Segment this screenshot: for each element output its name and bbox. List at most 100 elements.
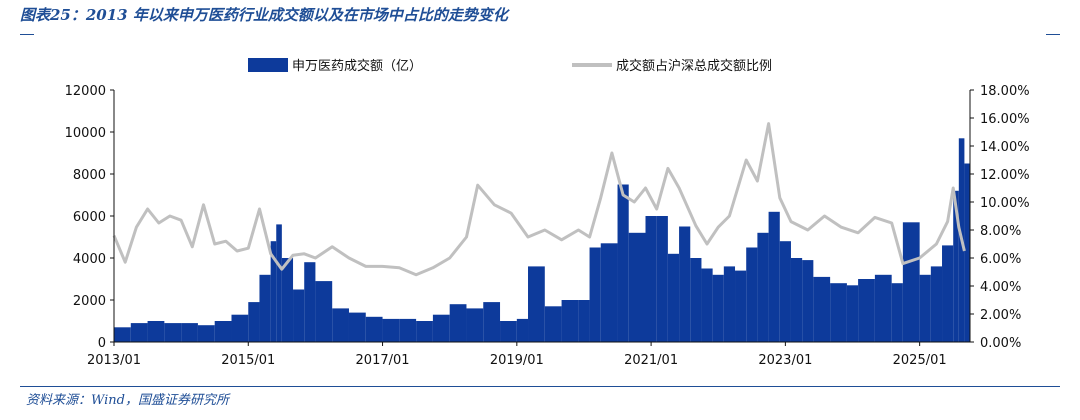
bar-2013-04: [130, 323, 148, 342]
y-right-tick-label: 18.00%: [980, 84, 1030, 99]
bar-2022-04: [735, 270, 747, 342]
bar-2018-07: [483, 302, 501, 342]
bar-2016-07: [348, 312, 366, 342]
bar-2025-05: [942, 245, 954, 342]
bar-2014-04: [197, 325, 215, 342]
x-tick-label: 2023/01: [758, 353, 812, 368]
x-tick-label: 2021/01: [624, 353, 678, 368]
bar-2022-06: [746, 247, 758, 342]
y-left-tick-label: 12000: [65, 84, 106, 99]
bar-2017-01: [382, 318, 400, 342]
bar-2013-10: [164, 323, 182, 342]
bar-2022-02: [723, 266, 736, 342]
bar-2018-04: [466, 308, 484, 342]
y-left-tick-label: 2000: [73, 294, 106, 309]
ratio-line-series: [112, 122, 966, 277]
legend-label-line: 成交额占沪深总成交额比例: [616, 58, 772, 74]
bar-2024-02: [858, 279, 875, 342]
y-right-tick-label: 12.00%: [980, 168, 1030, 183]
bar-2025-01: [919, 274, 931, 342]
bar-2023-02: [790, 258, 803, 342]
bar-2024-05: [874, 274, 892, 342]
y-right-tick-label: 16.00%: [980, 112, 1030, 127]
y-right-tick-label: 8.00%: [980, 224, 1021, 239]
footer-rule: [20, 386, 1060, 387]
bar-2017-04: [399, 318, 417, 342]
bar-2021-12: [712, 274, 724, 342]
bar-2025-07: [953, 190, 959, 342]
bar-2020-12: [645, 216, 657, 342]
bar-2016-04: [332, 308, 349, 342]
bar-2020-09: [628, 232, 646, 342]
bar-2018-01: [449, 304, 467, 342]
bar-2015-09: [293, 289, 305, 342]
y-right-tick-label: 0.00%: [980, 336, 1021, 351]
bar-2020-07: [617, 184, 629, 342]
bar-2015-03: [259, 274, 271, 342]
bar-2015-06: [276, 224, 282, 342]
bar-2020-04: [600, 243, 618, 342]
bar-2025-03: [930, 266, 943, 342]
y-right-tick-label: 10.00%: [980, 196, 1030, 211]
bar-2022-08: [757, 232, 769, 342]
chart-svg: 0 2000 4000 6000 8000 10000 12000 0.00% 2.00% 4.0…: [65, 58, 1030, 368]
y-right-tick-label: 4.00%: [980, 280, 1021, 295]
x-tick-label: 2025/01: [893, 353, 947, 368]
bar-2019-12: [578, 300, 590, 342]
bar-2014-07: [214, 321, 232, 342]
legend: 申万医药成交额（亿） 成交额占沪深总成交额比例: [248, 58, 772, 74]
bar-series: [114, 138, 970, 342]
bar-2021-02: [656, 216, 668, 342]
bar-2022-12: [779, 241, 791, 342]
y-right-tick-label: 14.00%: [980, 140, 1030, 155]
bar-2015-05: [270, 241, 277, 342]
y-left-tick-label: 0: [98, 336, 106, 351]
bar-2024-10: [902, 222, 920, 342]
bar-2016-01: [315, 281, 333, 342]
bar-2016-10: [365, 316, 383, 342]
header-rule-left: [20, 34, 34, 35]
axes: 0 2000 4000 6000 8000 10000 12000 0.00% 2.00% 4.0…: [65, 84, 1030, 368]
bar-2019-06: [544, 306, 562, 342]
bar-2017-07: [416, 321, 433, 342]
bar-2025-09: [964, 163, 970, 342]
bar-2022-10: [768, 211, 780, 342]
bar-2023-12: [846, 285, 859, 342]
bar-2020-02: [589, 247, 601, 342]
bar-2013-01: [114, 327, 131, 342]
x-tick-label: 2013/01: [87, 353, 141, 368]
source-note: 资料来源：Wind，国盛证券研究所: [26, 393, 229, 408]
y-left-tick-label: 10000: [65, 126, 106, 141]
chart-header: 图表25：2013 年以来申万医药行业成交额以及在市场中占比的走势变化: [20, 4, 1060, 36]
legend-label-bars: 申万医药成交额（亿）: [292, 58, 422, 74]
bar-2024-08: [891, 283, 903, 342]
bar-2014-10: [231, 314, 249, 342]
x-tick-label: 2015/01: [221, 353, 275, 368]
chart-title: 图表25：2013 年以来申万医药行业成交额以及在市场中占比的走势变化: [20, 6, 508, 24]
bar-2021-04: [667, 253, 680, 342]
bar-2021-06: [679, 226, 691, 342]
bar-2014-01: [181, 323, 198, 342]
bar-2015-11: [304, 262, 316, 342]
y-left-tick-label: 8000: [73, 168, 106, 183]
bar-2019-01: [516, 318, 529, 342]
y-left-tick-label: 4000: [73, 252, 106, 267]
bar-2015-01: [248, 302, 260, 342]
bar-2023-06: [813, 276, 831, 342]
x-tick-label: 2019/01: [490, 353, 544, 368]
bar-2019-09: [561, 300, 579, 342]
y-right-tick-label: 6.00%: [980, 252, 1021, 267]
bar-2015-07: [281, 258, 294, 342]
bar-2021-10: [701, 268, 713, 342]
bar-2023-04: [802, 260, 814, 342]
x-tick-label: 2017/01: [356, 353, 410, 368]
y-right-tick-label: 2.00%: [980, 308, 1021, 323]
header-rule-right: [1046, 34, 1060, 35]
bar-2018-10: [500, 321, 517, 342]
legend-swatch-bars: [248, 58, 288, 72]
bar-2021-08: [690, 258, 702, 342]
bar-2013-07: [147, 321, 165, 342]
bar-2023-09: [830, 283, 847, 342]
bar-2017-10: [432, 314, 450, 342]
bar-2019-03: [528, 266, 545, 342]
